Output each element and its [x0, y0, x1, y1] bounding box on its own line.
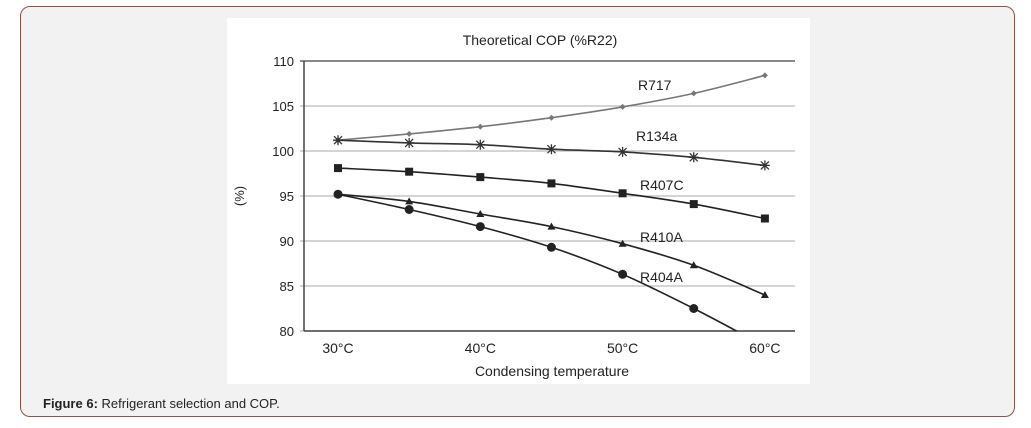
- series-label: R407C: [640, 177, 684, 193]
- series-label: R134a: [636, 128, 677, 144]
- y-tick-label: 105: [272, 99, 294, 114]
- data-point: [406, 130, 413, 137]
- data-point: [689, 200, 698, 209]
- data-point: [761, 72, 768, 79]
- y-tick-label: 85: [280, 279, 294, 294]
- figure-caption: Figure 6: Refrigerant selection and COP.: [43, 396, 280, 411]
- data-point: [547, 179, 556, 188]
- series-line: [337, 74, 766, 141]
- data-point: [333, 135, 343, 146]
- x-tick-label: 30°C: [322, 340, 353, 356]
- series-label: R410A: [640, 229, 683, 245]
- data-point: [689, 304, 699, 313]
- data-point: [404, 205, 414, 214]
- data-point: [618, 239, 627, 247]
- caption-text: Refrigerant selection and COP.: [97, 396, 280, 411]
- series-line: [337, 193, 739, 331]
- data-point: [477, 123, 484, 130]
- data-point: [688, 152, 699, 163]
- data-point: [617, 146, 628, 157]
- chart-title: Theoretical COP (%R22): [463, 32, 618, 48]
- y-tick-label: 80: [280, 324, 294, 339]
- series-R407C: [334, 164, 769, 223]
- data-point: [333, 189, 343, 199]
- data-point: [760, 291, 769, 298]
- data-point: [546, 242, 556, 252]
- data-point: [690, 90, 697, 97]
- y-tick-label: 110: [273, 54, 294, 69]
- data-point: [760, 214, 769, 223]
- data-point: [476, 173, 485, 182]
- data-point: [405, 197, 414, 205]
- data-point: [404, 137, 415, 148]
- series-line: [337, 167, 766, 220]
- x-tick-label: 40°C: [465, 340, 496, 356]
- y-tick-label: 95: [280, 189, 294, 204]
- caption-label: Figure 6:: [43, 396, 98, 411]
- data-point: [405, 167, 414, 176]
- y-tick-label: 100: [272, 144, 294, 159]
- x-tick-label: 50°C: [607, 340, 638, 356]
- data-point: [547, 222, 556, 230]
- data-point: [546, 144, 557, 155]
- x-tick-label: 60°C: [749, 340, 780, 356]
- cop-chart: Theoretical COP (%R22) Condensing temper…: [232, 32, 795, 379]
- x-axis-label: Condensing temperature: [475, 363, 629, 379]
- series-label: R404A: [640, 269, 683, 285]
- data-point: [334, 164, 342, 173]
- series-R134a: [333, 135, 770, 171]
- series-label: R717: [638, 77, 672, 93]
- data-point: [618, 269, 628, 279]
- data-point: [476, 210, 485, 217]
- data-point: [475, 139, 486, 150]
- data-point: [759, 160, 770, 171]
- y-tick-label: 90: [280, 234, 294, 249]
- data-point: [689, 261, 698, 269]
- series-R717: [335, 72, 768, 144]
- figure-image: Theoretical COP (%R22) Condensing temper…: [227, 18, 810, 384]
- y-axis-label: (%): [232, 186, 247, 206]
- series-R404A: [333, 189, 739, 331]
- data-point: [619, 103, 626, 110]
- data-point: [618, 189, 627, 198]
- data-point: [475, 222, 485, 232]
- data-point: [548, 114, 555, 121]
